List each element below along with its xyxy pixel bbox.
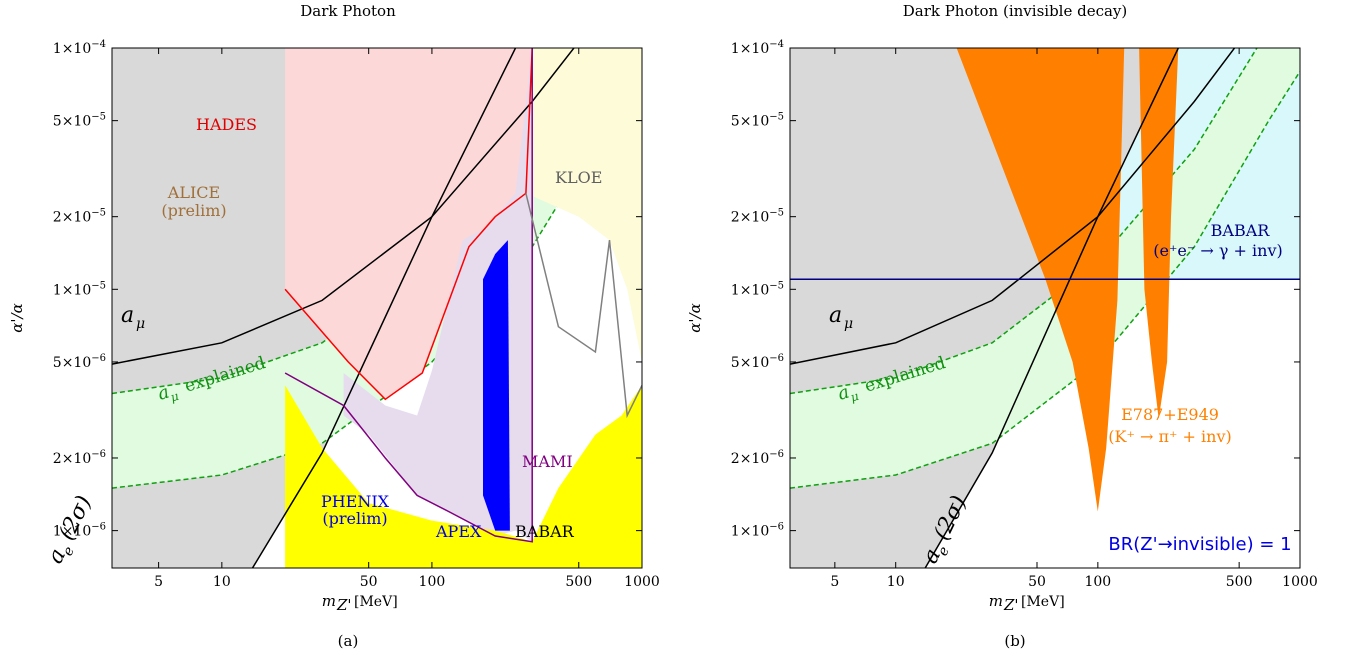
curve-mami [284, 48, 533, 543]
x-tick-label: 500 [1226, 574, 1253, 590]
y-tick-label: 2×10−5 [731, 208, 784, 226]
label-babar-inv-process: (e⁺e⁻ → γ + inv) [1153, 241, 1283, 260]
panel-a-regions [112, 48, 642, 568]
y-tick-label: 1×10−4 [731, 39, 784, 57]
panel-a-curves [112, 48, 642, 568]
y-tick-label: 2×10−5 [53, 208, 106, 226]
region-e787-e949-b [1139, 48, 1179, 419]
label-amu-explained-b-mu: μ [849, 389, 861, 405]
panel-a-x-ticks: 5 10 50 100 500 1000 [154, 48, 660, 590]
panel-b-xlabel-main: m [989, 592, 1003, 610]
panel-a-y-ticks: 1×10−6 2×10−6 5×10−6 1×10−5 2×10−5 5×10−5 1×10… [53, 39, 642, 540]
x-tick-label: 100 [419, 574, 446, 590]
curve-hades [284, 48, 533, 401]
panel-b-frame [789, 47, 1301, 569]
label-kloe: KLOE [555, 168, 602, 187]
panel-a-caption: (a) [338, 632, 359, 650]
y-tick-label: 5×10−6 [53, 353, 106, 371]
y-tick-label: 1×10−6 [53, 522, 106, 540]
region-kloe [525, 48, 642, 362]
label-br-invisible: BR(Z'→invisible) = 1 [1108, 534, 1291, 555]
panel-a-frame [111, 47, 643, 569]
curve-a [790, 48, 1236, 365]
panel-b-curves [790, 48, 1300, 568]
y-tick-label: 1×10−5 [53, 280, 106, 298]
panel-a-xlabel-main: m [322, 592, 336, 610]
curve-kloe [525, 193, 642, 419]
region-hades [285, 48, 533, 400]
panel-b: Dark Photon (invisible decay) 5 10 50 100 50… [686, 2, 1318, 650]
panel-a-xlabel-sub: Z' [336, 596, 352, 614]
label-amu-explained-mu: μ [169, 389, 181, 405]
label-amu-a: a [121, 303, 134, 328]
x-tick-label: 1000 [1282, 574, 1318, 590]
panel-a-xlabel-unit: [MeV] [354, 594, 398, 610]
x-tick-label: 10 [213, 574, 231, 590]
x-tick-label: 500 [565, 574, 592, 590]
panel-b-ylabel: α'/α [686, 303, 704, 332]
y-tick-label: 5×10−5 [731, 112, 784, 130]
curve-a-e-2 [251, 48, 517, 568]
label-alice: ALICE [167, 183, 220, 202]
panel-b-xlabel-unit: [MeV] [1021, 594, 1065, 610]
curve-a [112, 48, 575, 365]
band-edge-lower-a-explained [790, 70, 1300, 489]
y-tick-label: 1×10−6 [731, 522, 784, 540]
label-e787: E787+E949 [1121, 405, 1219, 424]
x-tick-label: 5 [830, 574, 839, 590]
panel-a-ylabel: α'/α [8, 303, 26, 332]
panel-b-xlabel-sub: Z' [1003, 596, 1019, 614]
band-edge-lower-a-explained [112, 70, 642, 489]
region-babar [285, 289, 642, 568]
region-apex [483, 240, 510, 531]
label-e787-process: (K⁺ → π⁺ + inv) [1108, 427, 1231, 446]
label-alice-prelim: (prelim) [161, 201, 226, 220]
x-tick-label: 10 [887, 574, 905, 590]
label-amu-a-b: a [829, 303, 842, 328]
x-tick-label: 100 [1084, 574, 1111, 590]
region-e787-e949-a [956, 48, 1125, 512]
y-tick-label: 5×10−5 [53, 112, 106, 130]
label-babar-inv: BABAR [1211, 221, 1271, 240]
panel-b-regions [790, 48, 1300, 568]
label-apex: APEX [435, 522, 482, 541]
y-tick-label: 1×10−4 [53, 39, 106, 57]
x-tick-label: 5 [154, 574, 163, 590]
x-tick-label: 1000 [624, 574, 660, 590]
panel-b-y-ticks: 1×10−6 2×10−6 5×10−6 1×10−5 2×10−5 5×10−5 1×10… [731, 39, 1300, 540]
panel-a-title: Dark Photon [300, 2, 396, 20]
y-tick-label: 1×10−5 [731, 280, 784, 298]
panel-b-title: Dark Photon (invisible decay) [903, 2, 1128, 20]
y-tick-label: 2×10−6 [731, 449, 784, 467]
panel-b-x-ticks: 5 10 50 100 500 1000 [830, 48, 1318, 590]
label-phenix-prelim: (prelim) [322, 509, 387, 528]
y-tick-label: 2×10−6 [53, 449, 106, 467]
region-a-explained [790, 48, 1300, 489]
x-tick-label: 50 [360, 574, 378, 590]
label-babar: BABAR [515, 522, 575, 541]
panel-b-caption: (b) [1004, 632, 1025, 650]
band-edge-upper-a-explained [790, 48, 1258, 395]
curve-a-e-2 [924, 48, 1179, 568]
label-phenix: PHENIX [321, 492, 390, 511]
region-a-explained [112, 48, 642, 489]
label-amu-mu: μ [136, 316, 145, 332]
label-mami: MAMI [522, 452, 573, 471]
x-tick-label: 50 [1028, 574, 1046, 590]
label-hades: HADES [196, 115, 257, 134]
label-amu-mu-b: μ [844, 316, 853, 332]
y-tick-label: 5×10−6 [731, 353, 784, 371]
panel-a: Dark Photon 5 10 50 100 500 1000 1×10−6 2×10−6… [8, 2, 660, 650]
